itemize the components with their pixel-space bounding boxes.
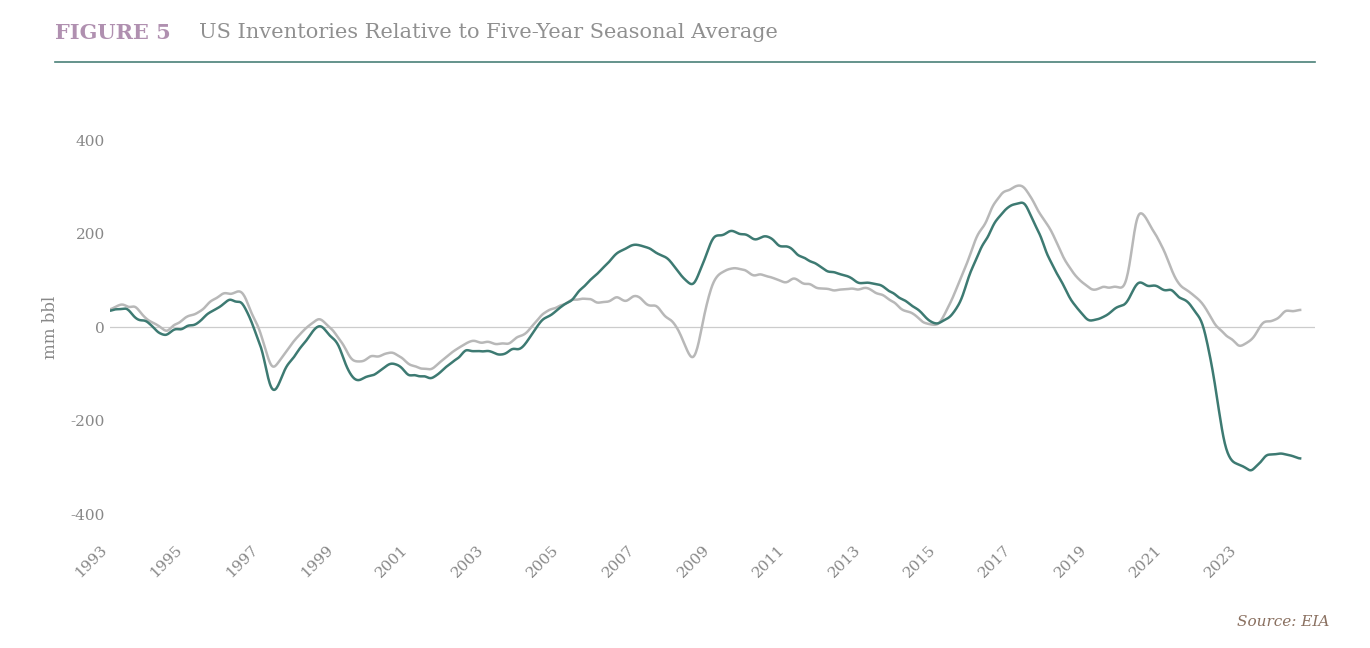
Y-axis label: mm bbl: mm bbl	[42, 295, 59, 359]
Text: Source: EIA: Source: EIA	[1237, 614, 1329, 629]
Text: FIGURE 5: FIGURE 5	[55, 23, 170, 43]
Text: US Inventories Relative to Five-Year Seasonal Average: US Inventories Relative to Five-Year Sea…	[199, 23, 778, 41]
